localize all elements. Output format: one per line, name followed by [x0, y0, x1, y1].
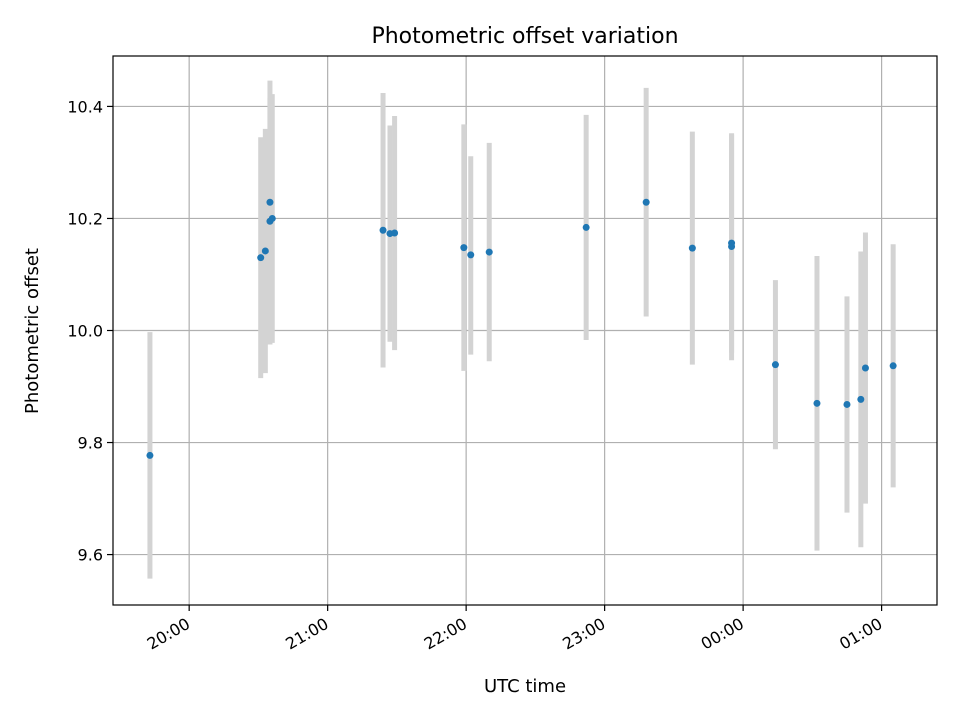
data-point — [771, 361, 779, 369]
data-point — [861, 364, 869, 372]
data-point — [889, 362, 897, 370]
data-point — [857, 395, 865, 403]
x-tick-label: 20:00 — [144, 614, 193, 654]
data-point — [266, 198, 274, 206]
x-tick-label: 23:00 — [559, 614, 608, 654]
data-point — [582, 223, 590, 231]
data-point — [391, 229, 399, 237]
x-tick-label: 00:00 — [698, 614, 747, 654]
grid-lines — [113, 56, 937, 605]
y-tick-label: 10.2 — [67, 209, 103, 228]
data-point — [688, 244, 696, 252]
data-point — [843, 400, 851, 408]
axis-ticks: 20:00 21:00 22:00 23:00 00:00 01:00 9.6 9.8 10.0… — [67, 97, 885, 653]
data-point — [460, 244, 468, 252]
data-point — [257, 254, 265, 262]
x-tick-label: 21:00 — [282, 614, 331, 654]
data-point — [261, 247, 269, 255]
chart-title: Photometric offset variation — [371, 24, 678, 49]
y-tick-label: 9.6 — [78, 546, 103, 565]
data-point — [268, 214, 276, 222]
y-tick-label: 10.0 — [67, 322, 103, 341]
data-point — [642, 198, 650, 206]
x-tick-label: 22:00 — [421, 614, 470, 654]
data-point — [728, 239, 736, 247]
data-points — [146, 198, 897, 459]
y-tick-label: 9.8 — [78, 434, 103, 453]
y-tick-label: 10.4 — [67, 97, 103, 116]
data-point — [379, 226, 387, 234]
error-bars — [147, 80, 896, 579]
data-point — [813, 399, 821, 407]
x-axis-label: UTC time — [484, 676, 566, 697]
data-point — [485, 248, 493, 256]
x-tick-label: 01:00 — [836, 614, 885, 654]
data-point — [146, 451, 154, 459]
data-point — [467, 251, 475, 259]
y-axis-label: Photometric offset — [22, 248, 43, 414]
